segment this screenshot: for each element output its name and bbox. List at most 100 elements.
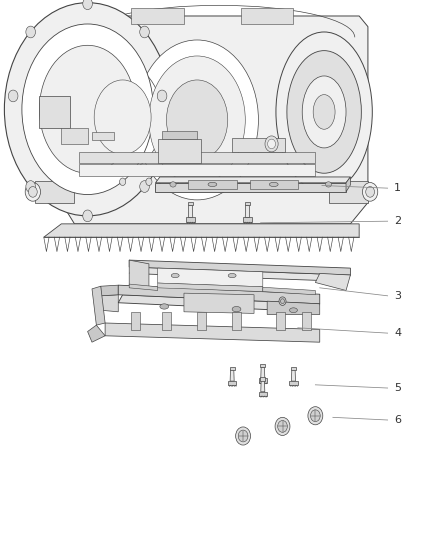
Polygon shape <box>263 287 315 295</box>
Text: 5: 5 <box>394 383 401 393</box>
Ellipse shape <box>149 56 245 184</box>
Ellipse shape <box>39 45 136 173</box>
Polygon shape <box>184 293 254 313</box>
Polygon shape <box>232 312 241 330</box>
Polygon shape <box>228 381 236 385</box>
Ellipse shape <box>325 182 332 187</box>
Polygon shape <box>162 312 171 330</box>
Ellipse shape <box>160 304 169 309</box>
Polygon shape <box>243 217 252 222</box>
Polygon shape <box>328 181 368 203</box>
Polygon shape <box>250 180 298 189</box>
Ellipse shape <box>140 26 149 38</box>
Polygon shape <box>129 260 149 288</box>
Polygon shape <box>129 260 350 275</box>
Ellipse shape <box>290 308 297 312</box>
Polygon shape <box>261 381 265 392</box>
Ellipse shape <box>238 430 248 442</box>
Ellipse shape <box>166 80 228 160</box>
Ellipse shape <box>120 178 126 185</box>
Text: 2: 2 <box>394 216 401 226</box>
Ellipse shape <box>366 187 374 197</box>
Text: 3: 3 <box>394 291 401 301</box>
Ellipse shape <box>8 90 18 102</box>
Ellipse shape <box>136 40 258 200</box>
Polygon shape <box>158 139 201 163</box>
Polygon shape <box>245 205 250 217</box>
Ellipse shape <box>236 427 251 445</box>
Polygon shape <box>245 202 250 205</box>
Polygon shape <box>44 224 359 237</box>
Ellipse shape <box>313 95 335 130</box>
Ellipse shape <box>268 139 276 149</box>
Ellipse shape <box>308 407 323 425</box>
Text: 4: 4 <box>394 328 401 338</box>
Polygon shape <box>158 268 263 287</box>
Polygon shape <box>35 181 74 203</box>
Ellipse shape <box>232 306 241 312</box>
Polygon shape <box>129 284 158 290</box>
Ellipse shape <box>171 273 179 278</box>
Ellipse shape <box>265 136 278 152</box>
Polygon shape <box>188 205 193 217</box>
Polygon shape <box>260 364 265 367</box>
Ellipse shape <box>157 90 167 102</box>
Polygon shape <box>290 381 297 385</box>
Text: 6: 6 <box>394 415 401 425</box>
Polygon shape <box>315 273 350 290</box>
Ellipse shape <box>279 297 286 305</box>
Polygon shape <box>22 16 359 229</box>
Polygon shape <box>267 301 320 314</box>
Polygon shape <box>261 367 265 378</box>
Ellipse shape <box>311 410 320 422</box>
Polygon shape <box>276 312 285 330</box>
Polygon shape <box>259 392 267 396</box>
Ellipse shape <box>94 80 151 155</box>
Polygon shape <box>101 285 118 296</box>
Polygon shape <box>232 138 285 152</box>
Polygon shape <box>230 367 235 370</box>
Ellipse shape <box>287 51 361 173</box>
Ellipse shape <box>276 32 372 192</box>
Polygon shape <box>155 183 346 192</box>
Polygon shape <box>79 152 315 163</box>
Polygon shape <box>131 312 140 330</box>
Ellipse shape <box>26 26 35 38</box>
Polygon shape <box>129 267 350 281</box>
Ellipse shape <box>26 181 35 192</box>
Polygon shape <box>101 295 118 312</box>
Text: 1: 1 <box>394 183 401 193</box>
Polygon shape <box>241 8 293 24</box>
Ellipse shape <box>228 273 236 278</box>
Polygon shape <box>61 128 88 144</box>
Polygon shape <box>39 96 70 128</box>
Polygon shape <box>158 283 263 292</box>
Polygon shape <box>131 8 184 24</box>
Polygon shape <box>302 312 311 330</box>
Polygon shape <box>188 180 237 189</box>
Polygon shape <box>291 367 296 370</box>
Polygon shape <box>259 378 267 383</box>
Polygon shape <box>88 325 105 342</box>
Ellipse shape <box>269 182 278 187</box>
Ellipse shape <box>280 298 285 304</box>
Polygon shape <box>186 217 195 222</box>
Ellipse shape <box>278 421 287 432</box>
Ellipse shape <box>25 182 40 201</box>
Ellipse shape <box>172 178 178 185</box>
Polygon shape <box>79 164 315 176</box>
Ellipse shape <box>28 187 37 197</box>
Ellipse shape <box>22 24 153 195</box>
Polygon shape <box>188 202 193 205</box>
Polygon shape <box>162 131 197 139</box>
Polygon shape <box>260 377 265 381</box>
Ellipse shape <box>83 0 92 10</box>
Ellipse shape <box>83 210 92 222</box>
Polygon shape <box>92 286 105 325</box>
Ellipse shape <box>207 178 213 185</box>
Ellipse shape <box>146 178 152 185</box>
Polygon shape <box>197 312 206 330</box>
Ellipse shape <box>275 417 290 435</box>
Ellipse shape <box>362 182 378 201</box>
Polygon shape <box>61 16 368 224</box>
